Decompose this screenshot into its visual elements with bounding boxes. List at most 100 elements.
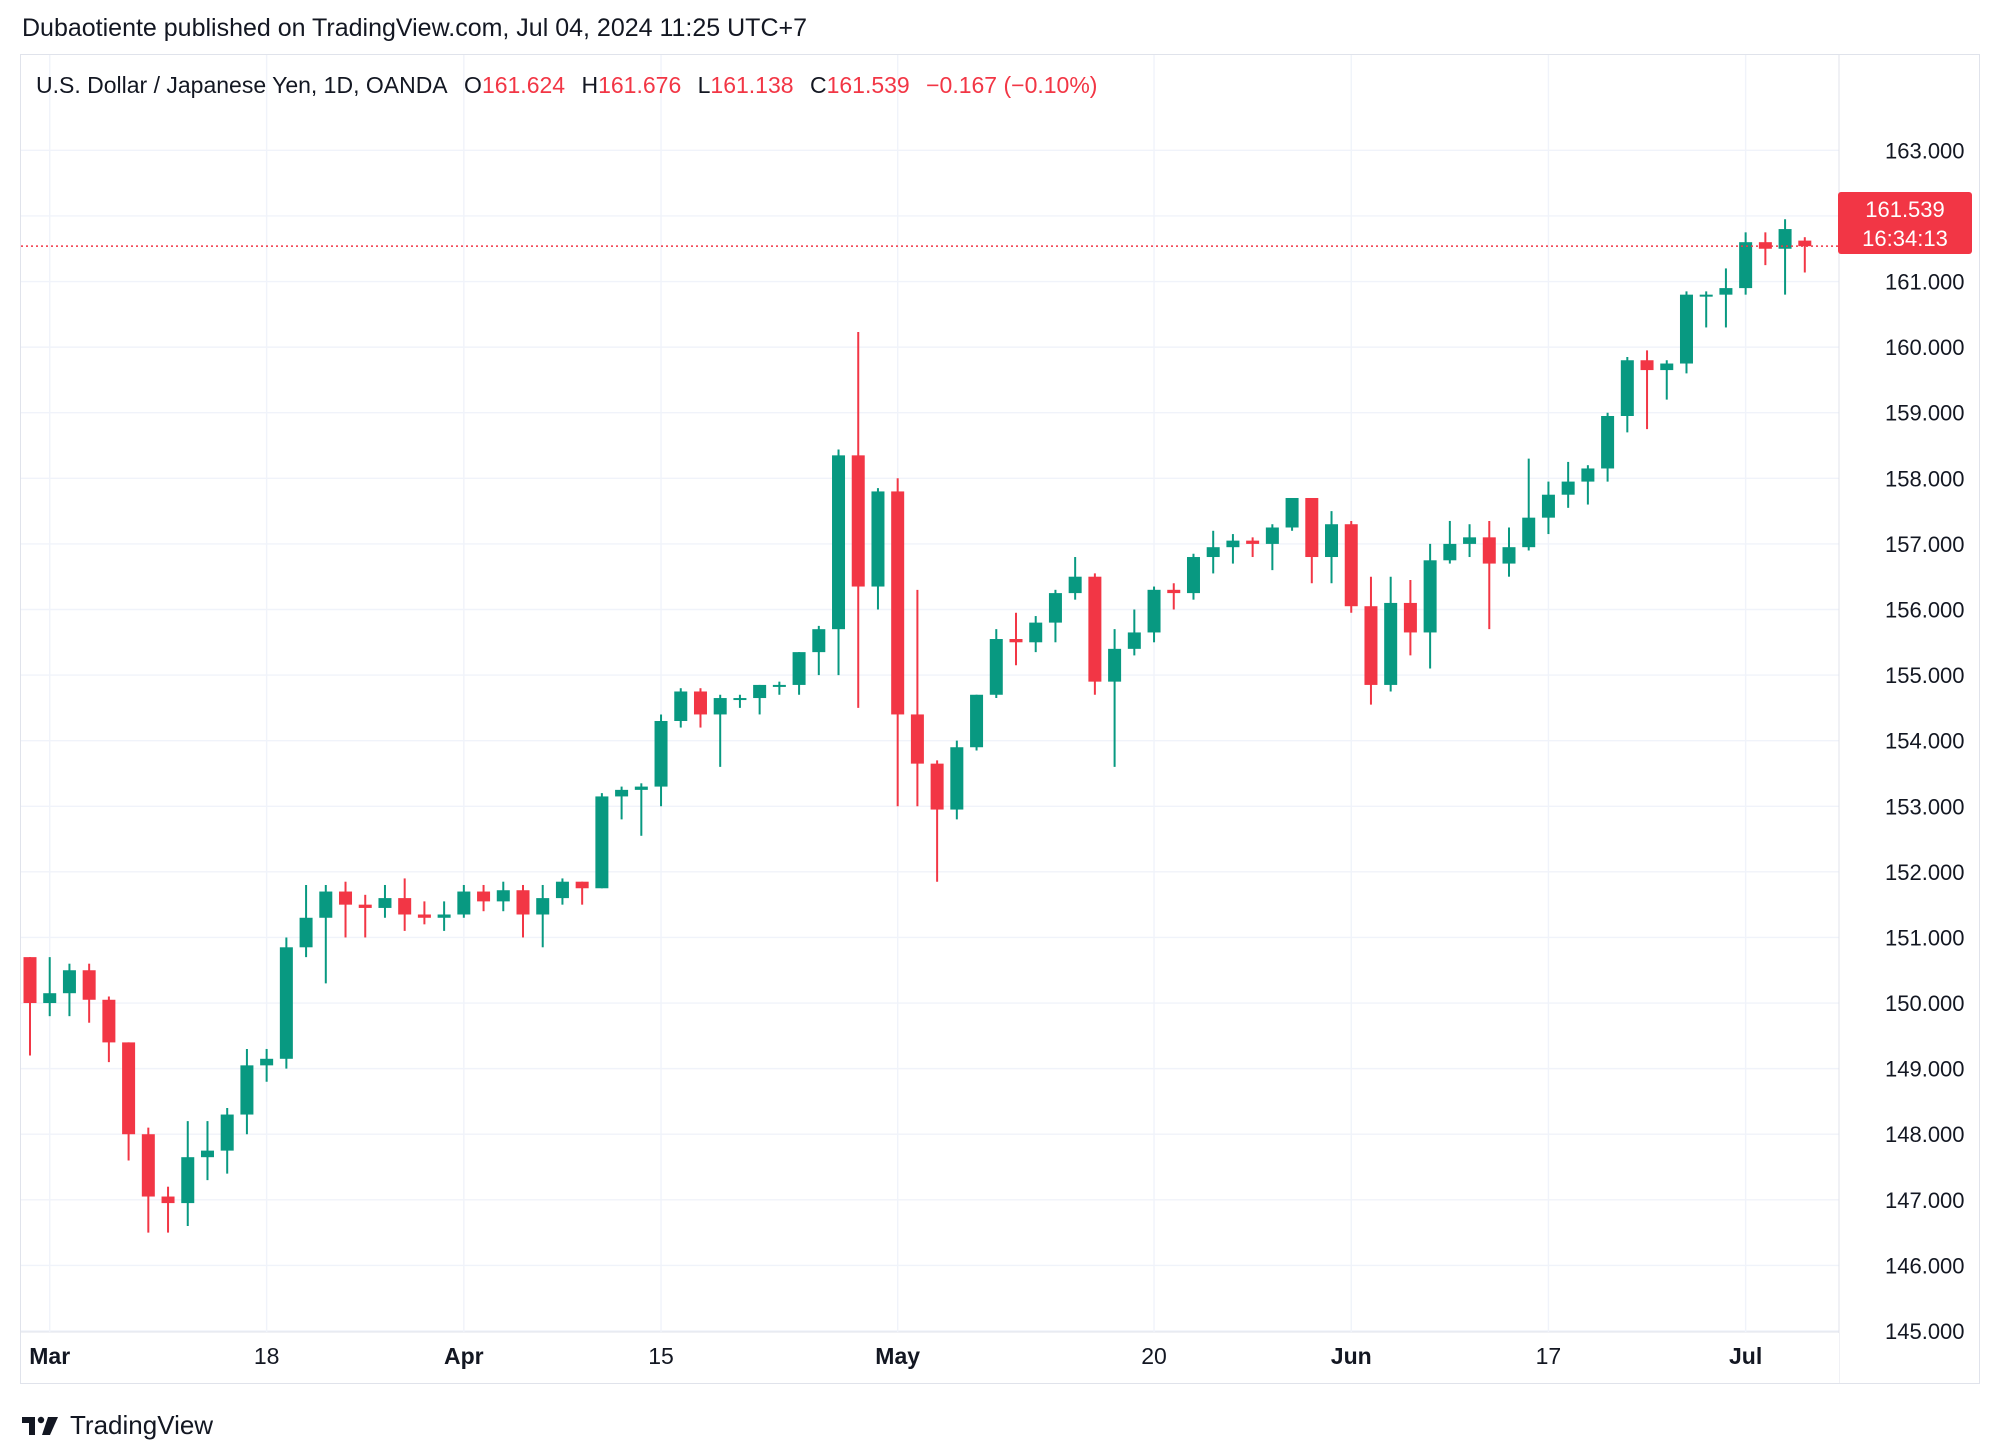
x-tick-label: Apr bbox=[444, 1343, 484, 1369]
candle-body bbox=[1502, 547, 1516, 564]
candle-body bbox=[693, 691, 707, 715]
symbol-name[interactable]: U.S. Dollar / Japanese Yen, 1D, OANDA bbox=[36, 72, 448, 98]
candle bbox=[1029, 616, 1043, 653]
candle bbox=[1423, 543, 1437, 669]
candle bbox=[1403, 579, 1417, 656]
candle bbox=[398, 878, 412, 931]
candle-body bbox=[1778, 229, 1792, 249]
candle-body bbox=[339, 891, 353, 905]
candle-body bbox=[555, 881, 569, 899]
high-label: H bbox=[581, 72, 599, 98]
x-tick-label: Jul bbox=[1729, 1343, 1762, 1369]
candle-body bbox=[1423, 560, 1437, 633]
x-tick-label: 17 bbox=[1536, 1343, 1562, 1369]
candle bbox=[1167, 583, 1181, 610]
candle-body bbox=[595, 796, 609, 889]
chart-frame: 145.000 146.000 147.000 148.000 149.000 150.0… bbox=[20, 54, 1980, 1384]
candle bbox=[1660, 360, 1674, 400]
candle-body bbox=[1384, 602, 1398, 685]
candle bbox=[1226, 534, 1240, 564]
candle bbox=[457, 884, 471, 918]
candle bbox=[536, 884, 550, 948]
y-tick-label: 152.000 bbox=[1885, 860, 1965, 885]
candle-body bbox=[220, 1114, 234, 1151]
candlestick-chart[interactable]: 145.000 146.000 147.000 148.000 149.000 150.0… bbox=[21, 55, 1979, 1383]
y-tick-label: 161.000 bbox=[1885, 270, 1965, 295]
y-tick-label: 157.000 bbox=[1885, 532, 1965, 557]
candle bbox=[1285, 497, 1299, 531]
candle bbox=[1127, 609, 1141, 656]
candle-body bbox=[1127, 632, 1141, 649]
candle-body bbox=[1443, 543, 1457, 561]
candle-body bbox=[1325, 524, 1339, 558]
y-tick-label: 149.000 bbox=[1885, 1057, 1965, 1082]
candle-body bbox=[1265, 527, 1279, 544]
candle bbox=[1364, 576, 1378, 705]
candle-body bbox=[1660, 363, 1674, 371]
candle bbox=[1108, 629, 1122, 767]
candle-body bbox=[319, 891, 333, 918]
candle-body bbox=[713, 698, 727, 715]
candle bbox=[378, 884, 392, 918]
candle-body bbox=[1226, 540, 1240, 548]
candle-body bbox=[200, 1150, 214, 1158]
candle-body bbox=[1798, 240, 1812, 247]
candle-body bbox=[161, 1196, 175, 1204]
candle-body bbox=[102, 999, 116, 1043]
candle bbox=[220, 1107, 234, 1174]
tradingview-logo-icon bbox=[22, 1416, 58, 1435]
y-tick-label: 151.000 bbox=[1885, 925, 1965, 950]
candle bbox=[43, 957, 57, 1017]
time-axis-band bbox=[21, 1333, 1839, 1383]
candle bbox=[1798, 237, 1812, 273]
candle bbox=[240, 1048, 254, 1135]
candle-body bbox=[772, 684, 786, 687]
candle-body bbox=[1541, 494, 1555, 518]
last-price-tag: 161.539 16:34:13 bbox=[1838, 192, 1972, 254]
candle bbox=[1699, 291, 1713, 328]
candle-body bbox=[181, 1157, 195, 1204]
candle bbox=[181, 1121, 195, 1227]
candle-body bbox=[1088, 576, 1102, 682]
candle-body bbox=[950, 747, 964, 810]
candle-body bbox=[1167, 589, 1181, 594]
candle-body bbox=[1719, 288, 1733, 295]
candle-body bbox=[1679, 294, 1693, 364]
footer[interactable]: TradingView bbox=[20, 1410, 213, 1441]
candle-body bbox=[891, 491, 905, 715]
candle bbox=[200, 1121, 214, 1181]
x-tick-label: 20 bbox=[1141, 1343, 1167, 1369]
candle bbox=[910, 589, 924, 807]
candle bbox=[477, 884, 491, 912]
candle-body bbox=[1206, 547, 1220, 558]
candle-body bbox=[1246, 540, 1260, 544]
candle-body bbox=[832, 455, 846, 630]
candle bbox=[930, 760, 944, 882]
candle bbox=[1739, 232, 1753, 295]
candle bbox=[437, 901, 451, 931]
countdown-value: 16:34:13 bbox=[1862, 226, 1948, 251]
candle-body bbox=[1364, 606, 1378, 685]
candle bbox=[358, 894, 372, 938]
candle-body bbox=[437, 914, 451, 918]
candle bbox=[1522, 458, 1536, 551]
candle-body bbox=[23, 957, 37, 1004]
candle bbox=[733, 694, 747, 708]
candle bbox=[871, 488, 885, 610]
candle-body bbox=[1344, 524, 1358, 607]
candle-body bbox=[1758, 242, 1772, 249]
close-label: C bbox=[809, 72, 827, 98]
candle-body bbox=[240, 1065, 254, 1115]
candle bbox=[1541, 481, 1555, 535]
candle-body bbox=[1009, 639, 1023, 643]
candle bbox=[1758, 232, 1772, 266]
candle-body bbox=[1620, 360, 1634, 416]
candle-body bbox=[634, 786, 648, 790]
y-tick-label: 156.000 bbox=[1885, 597, 1965, 622]
candle-body bbox=[1640, 360, 1654, 371]
candle bbox=[1601, 412, 1615, 482]
candle bbox=[970, 694, 984, 751]
candle bbox=[1482, 520, 1496, 630]
candle bbox=[1778, 219, 1792, 295]
y-tick-label: 147.000 bbox=[1885, 1188, 1965, 1213]
